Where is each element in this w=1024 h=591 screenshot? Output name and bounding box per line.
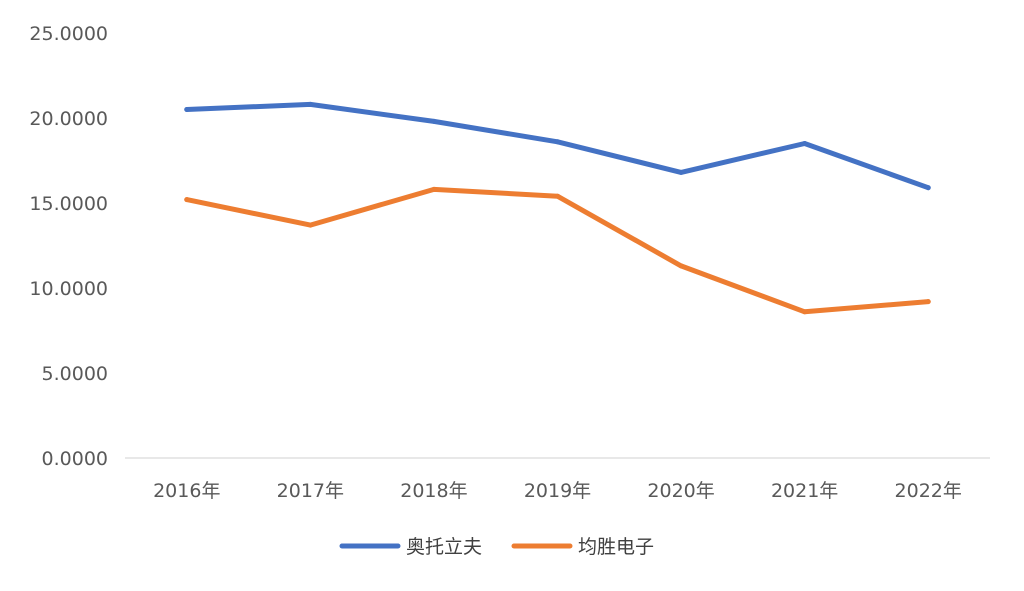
data-point [802, 309, 808, 315]
series-layer [184, 101, 931, 315]
y-tick-label: 5.0000 [42, 363, 108, 385]
data-point [431, 186, 437, 192]
x-tick-label: 2017年 [277, 480, 344, 502]
data-point [555, 139, 560, 145]
data-point [925, 299, 931, 305]
data-point [802, 141, 808, 146]
legend-label: 奥托立夫 [406, 536, 482, 558]
data-point [925, 185, 931, 191]
x-tick-label: 2020年 [647, 480, 714, 502]
x-tick-label: 2016年 [153, 480, 220, 502]
y-tick-label: 10.0000 [29, 278, 108, 300]
y-tick-label: 20.0000 [29, 108, 108, 130]
legend-label: 均胜电子 [578, 536, 654, 558]
x-tick-label: 2021年 [771, 480, 838, 502]
x-axis: 2016年 2017年 2018年 2019年 2020年 2021年 2022年 [125, 457, 990, 502]
data-point [678, 169, 684, 175]
x-tick-label: 2019年 [524, 480, 591, 502]
y-tick-label: 15.0000 [29, 193, 108, 215]
data-point [184, 197, 190, 203]
x-tick-label: 2022年 [895, 480, 962, 502]
y-axis: 0.0000 5.0000 10.0000 15.0000 20.0000 25.0000 [29, 23, 108, 470]
data-point [307, 101, 313, 107]
legend: 奥托立夫 均胜电子 [339, 536, 654, 558]
x-tick-label: 2018年 [400, 480, 467, 502]
data-point [678, 263, 684, 269]
series-line-1 [184, 101, 931, 191]
data-point [184, 107, 190, 112]
series-line-2 [184, 186, 931, 315]
y-tick-label: 0.0000 [42, 448, 108, 470]
legend-item: 奥托立夫 [339, 536, 482, 558]
data-point [307, 222, 313, 228]
y-tick-label: 25.0000 [29, 23, 108, 45]
data-point [431, 118, 437, 124]
data-point [555, 193, 560, 199]
legend-item: 均胜电子 [511, 536, 654, 558]
